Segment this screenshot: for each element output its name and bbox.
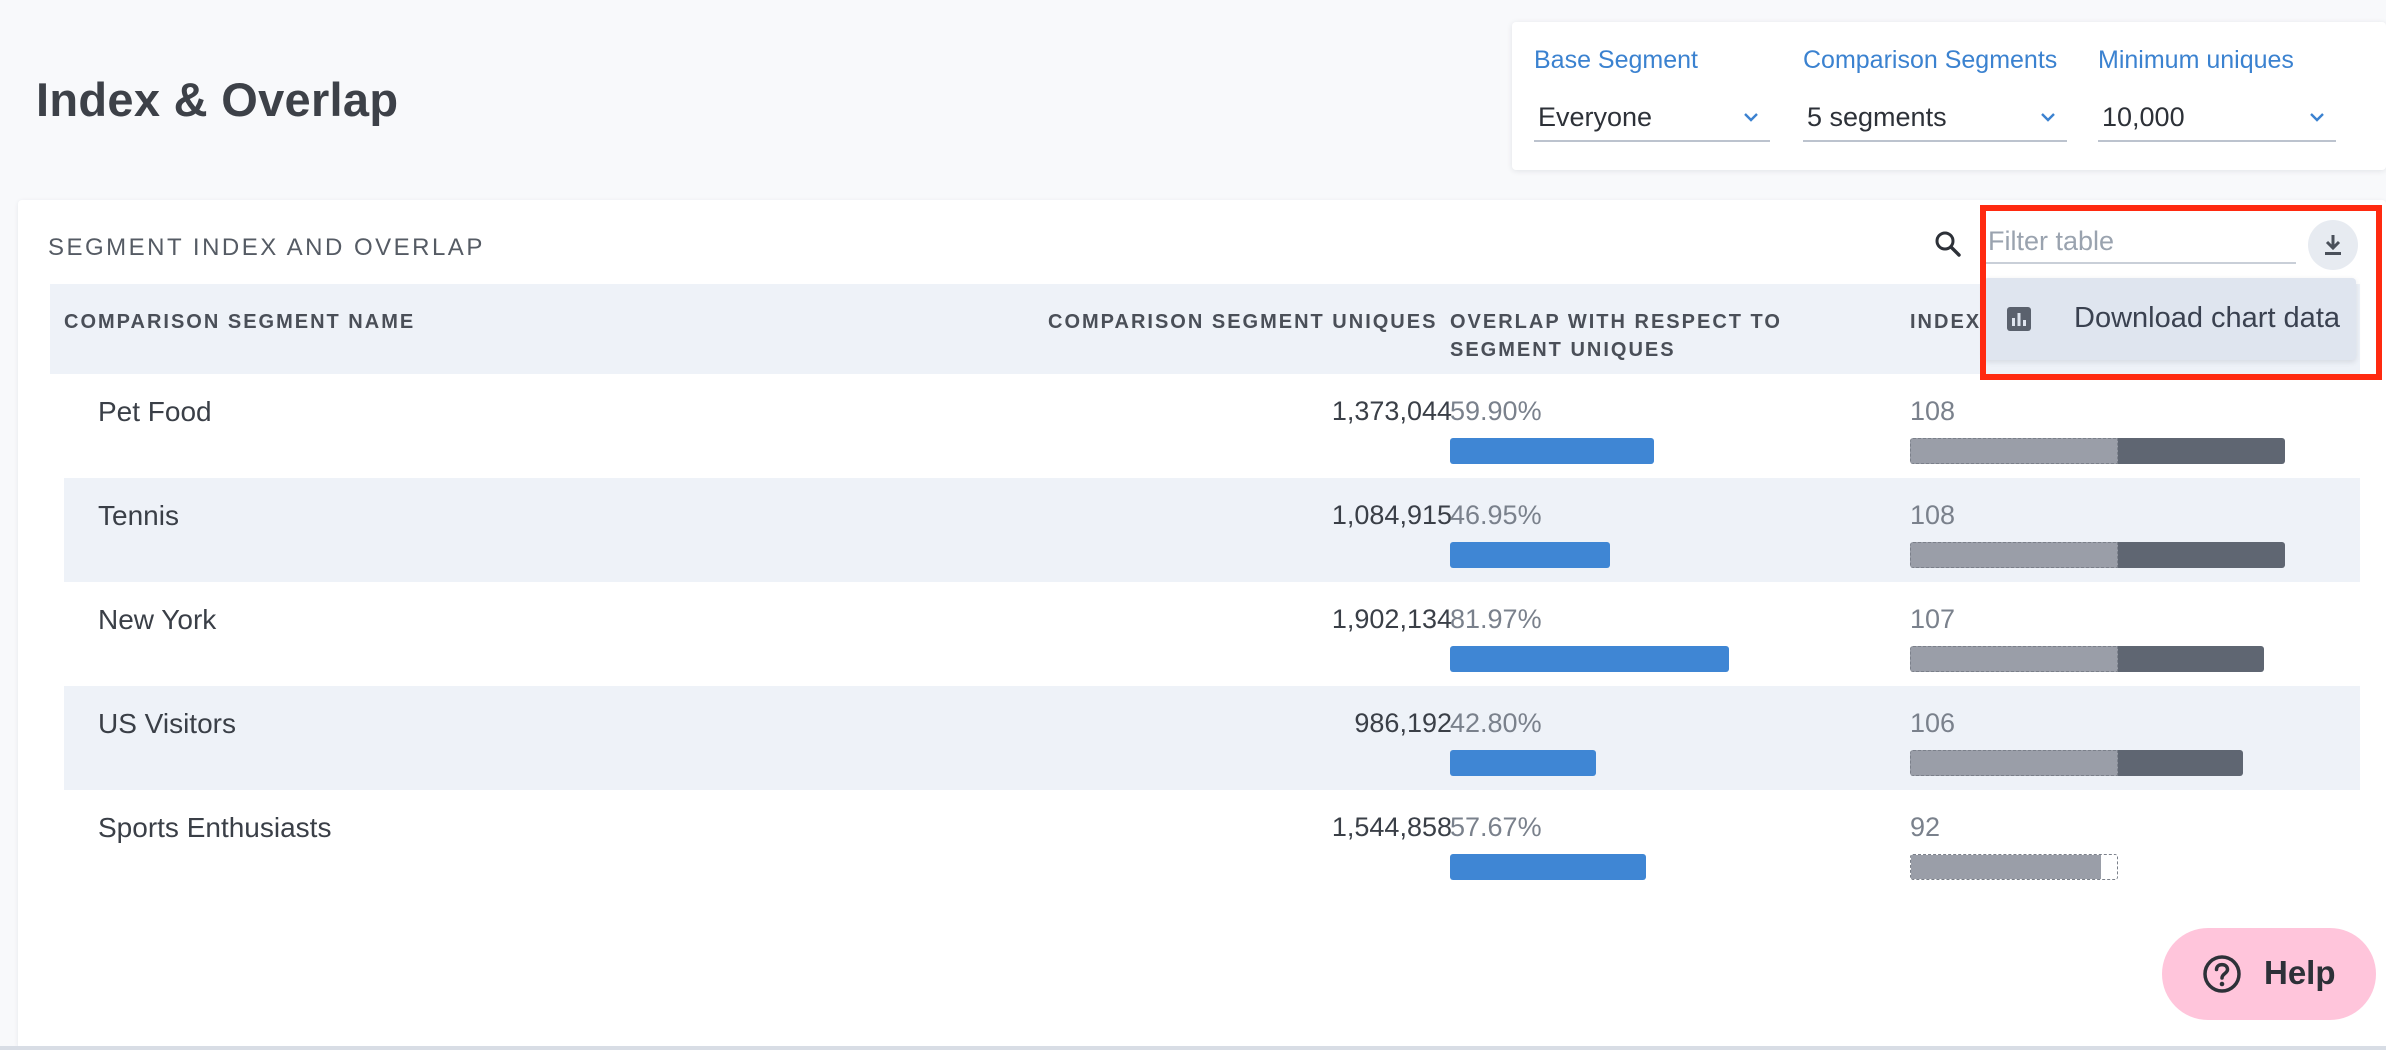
segment-name: Sports Enthusiasts [98, 812, 332, 843]
table-row: US Visitors 986,192 42.80% 106 [64, 686, 2360, 790]
comparison-segments-control: Comparison Segments 5 segments [1803, 46, 2067, 142]
index-value: 108 [1910, 396, 1956, 426]
segment-uniques: 1,084,915 [1331, 500, 1452, 530]
bottom-divider [0, 1046, 2386, 1050]
help-button[interactable]: Help [2162, 928, 2376, 1020]
index-bar-base [1910, 854, 2118, 880]
index-bar-base [1910, 542, 2118, 568]
table-row: Tennis 1,084,915 46.95% 108 [64, 478, 2360, 582]
overlap-bar [1450, 854, 1646, 880]
question-circle-icon [2203, 955, 2241, 993]
table-row: Sports Enthusiasts 1,544,858 57.67% 92 [64, 790, 2360, 894]
segment-controls: Base Segment Everyone Comparison Segment… [1512, 22, 2386, 170]
base-segment-control: Base Segment Everyone [1534, 46, 1770, 142]
overlap-bar [1450, 646, 1729, 672]
index-bar-base [1910, 646, 2118, 672]
column-header-overlap-line1: OVERLAP WITH RESPECT TO [1450, 311, 1782, 333]
overlap-percent: 42.80% [1450, 708, 1542, 738]
comparison-segments-label: Comparison Segments [1803, 46, 2058, 74]
index-value: 108 [1910, 500, 1956, 530]
base-segment-label: Base Segment [1534, 46, 1698, 74]
column-header-uniques[interactable]: COMPARISON SEGMENT UNIQUES [1048, 311, 1438, 333]
segment-name: Pet Food [98, 396, 212, 427]
overlap-bar [1450, 750, 1596, 776]
comparison-segments-value: 5 segments [1807, 102, 1947, 132]
overlap-bar [1450, 438, 1654, 464]
index-bar-above [2118, 542, 2285, 568]
download-icon [2325, 235, 2341, 255]
index-bar-above [2118, 438, 2285, 464]
segment-name: Tennis [98, 500, 179, 531]
search-icon [1935, 231, 1961, 257]
minimum-uniques-select[interactable]: 10,000 [2098, 98, 2336, 142]
index-bar-above [2118, 750, 2243, 776]
segment-uniques: 1,544,858 [1331, 812, 1452, 842]
segment-name: US Visitors [98, 708, 236, 739]
chevron-down-icon [1744, 113, 1758, 122]
index-bar-above [2118, 646, 2264, 672]
base-segment-select[interactable]: Everyone [1534, 98, 1770, 142]
column-header-overlap-line2: SEGMENT UNIQUES [1450, 339, 1676, 361]
chevron-down-icon [2041, 113, 2055, 122]
segment-uniques: 1,902,134 [1331, 604, 1452, 634]
minimum-uniques-label: Minimum uniques [2098, 46, 2294, 74]
overlap-percent: 59.90% [1450, 396, 1542, 426]
index-bar-base [1910, 438, 2118, 464]
column-header-name[interactable]: COMPARISON SEGMENT NAME [64, 311, 416, 333]
table-header: COMPARISON SEGMENT NAME COMPARISON SEGME… [50, 284, 2360, 374]
minimum-uniques-value: 10,000 [2102, 102, 2185, 132]
help-label: Help [2264, 954, 2336, 991]
index-value: 92 [1910, 812, 1941, 842]
table-row: Pet Food 1,373,044 59.90% 108 [64, 374, 2360, 478]
base-segment-value: Everyone [1538, 102, 1653, 132]
index-value: 107 [1910, 604, 1956, 634]
panel-title: SEGMENT INDEX AND OVERLAP [48, 234, 485, 261]
chevron-down-icon [2310, 113, 2324, 122]
segment-uniques: 1,373,044 [1331, 396, 1452, 426]
column-header-overlap[interactable]: OVERLAP WITH RESPECT TO SEGMENT UNIQUES [1450, 308, 1782, 364]
download-chart-data-label: Download chart data [2074, 302, 2340, 334]
table-row: New York 1,902,134 81.97% 107 [64, 582, 2360, 686]
index-bar-base [1910, 750, 2118, 776]
bar-chart-icon [2007, 307, 2031, 331]
download-button[interactable] [2308, 220, 2358, 270]
segment-uniques: 986,192 [1354, 708, 1452, 738]
page-title: Index & Overlap [36, 73, 399, 126]
column-header-index[interactable]: INDEX [1910, 311, 1982, 333]
overlap-percent: 46.95% [1450, 500, 1542, 530]
overlap-percent: 57.67% [1450, 812, 1542, 842]
segment-name: New York [98, 604, 217, 635]
minimum-uniques-control: Minimum uniques 10,000 [2098, 46, 2336, 142]
index-bar-fill [1911, 855, 2101, 879]
filter-table-input[interactable] [1984, 220, 2296, 264]
comparison-segments-select[interactable]: 5 segments [1803, 98, 2067, 142]
overlap-bar [1450, 542, 1610, 568]
overlap-percent: 81.97% [1450, 604, 1542, 634]
index-value: 106 [1910, 708, 1956, 738]
download-chart-data-menu-item[interactable]: Download chart data [1984, 278, 2356, 360]
